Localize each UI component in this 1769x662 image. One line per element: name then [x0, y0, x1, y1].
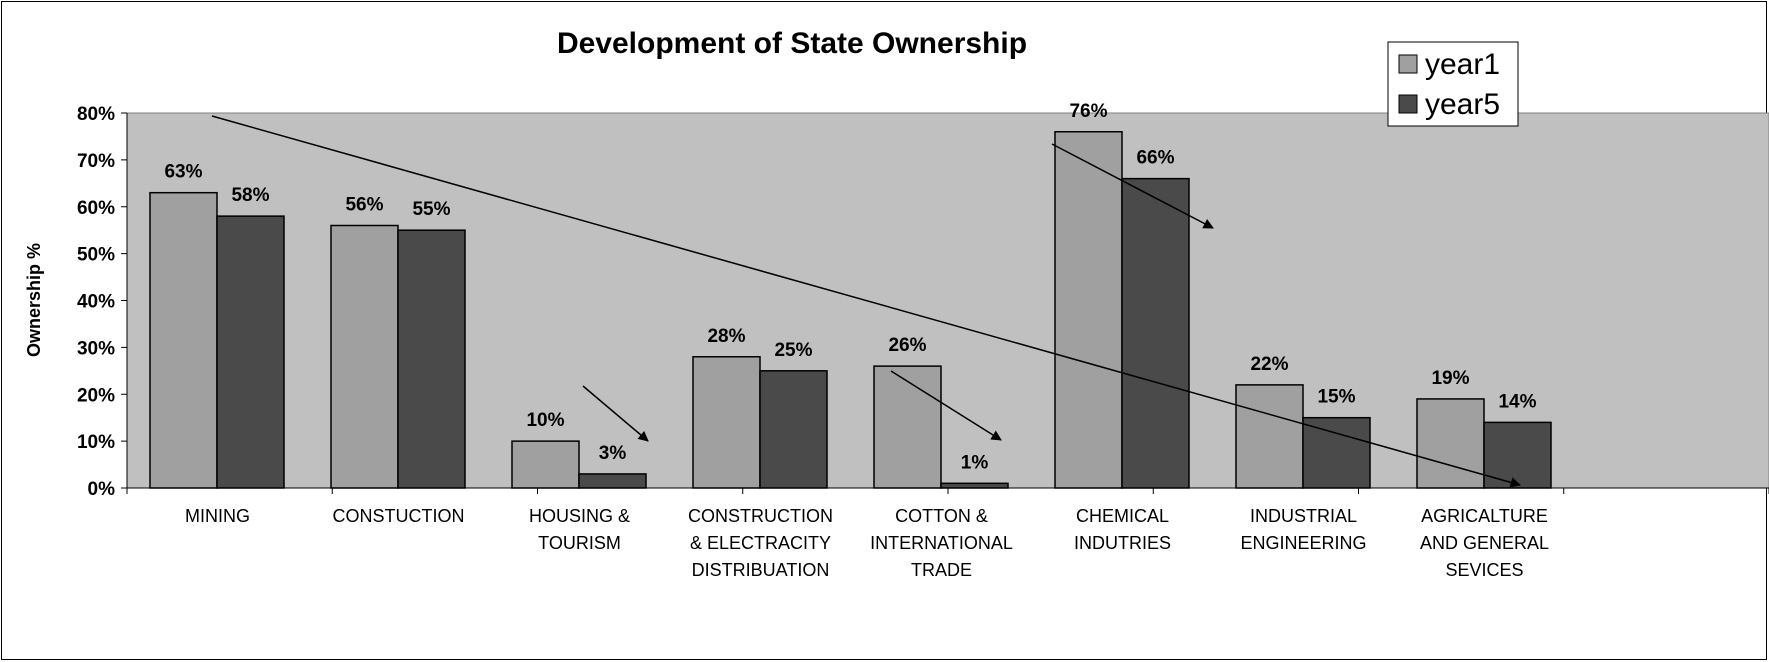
- category-label: INDUSTRIAL: [1250, 506, 1357, 526]
- data-labels: 63% 56% 10% 28% 26% 76% 22% 19% 58% 55% 3% 25% 1% 66%…: [164, 101, 1536, 474]
- bar-year5: [759, 370, 828, 489]
- category-label: SEVICES: [1445, 560, 1523, 580]
- legend-label-year1: year1: [1425, 48, 1500, 81]
- category-label: TOURISM: [538, 533, 621, 553]
- category-label: DISTRIBUATION: [692, 560, 830, 580]
- chart-title: Development of State Ownership: [557, 27, 1027, 60]
- bar-year1: [1235, 384, 1304, 489]
- bar-year1: [1416, 398, 1485, 489]
- bar-year1: [1054, 131, 1123, 489]
- y-tick-label: 0%: [88, 479, 116, 500]
- category-label: COTTON &: [895, 506, 988, 526]
- bars: [149, 131, 1552, 489]
- data-label-year5: 25%: [774, 340, 812, 361]
- y-tick-label: 10%: [77, 432, 115, 453]
- data-label-year5: 14%: [1498, 391, 1536, 412]
- category-label: ENGINEERING: [1240, 533, 1366, 553]
- category-label: TRADE: [911, 560, 972, 580]
- bar-year5: [397, 229, 466, 489]
- y-axis-label: Ownership %: [24, 243, 44, 357]
- data-label-year1: 19%: [1431, 368, 1469, 389]
- data-label-year1: 26%: [888, 335, 926, 356]
- data-label-year5: 66%: [1136, 148, 1174, 169]
- data-label-year1: 63%: [164, 162, 202, 183]
- y-tick-label: 70%: [77, 151, 115, 172]
- data-label-year1: 22%: [1250, 354, 1288, 375]
- data-label-year1: 10%: [526, 410, 564, 431]
- category-label: & ELECTRACITY: [690, 533, 831, 553]
- data-label-year5: 1%: [961, 452, 989, 473]
- category-label: INTERNATIONAL: [870, 533, 1013, 553]
- category-label: CONSTUCTION: [333, 506, 465, 526]
- bar-year1: [692, 356, 761, 489]
- housing-trend-arrow: [582, 385, 649, 442]
- data-label-year1: 56%: [345, 195, 383, 216]
- y-tick-label: 40%: [77, 292, 115, 313]
- data-label-year5: 15%: [1317, 387, 1355, 408]
- data-label-year5: 58%: [231, 185, 269, 206]
- bar-year5: [216, 215, 285, 489]
- category-label: HOUSING &: [529, 506, 630, 526]
- bar-year5: [1483, 421, 1552, 489]
- overall-trend-arrow: [211, 115, 1522, 488]
- category-labels: MINING CONSTUCTION HOUSING & TOURISM CONSTRU…: [185, 506, 1549, 580]
- legend-swatch-year1: [1398, 54, 1418, 74]
- bar-year5: [940, 482, 1009, 489]
- category-label: MINING: [185, 506, 250, 526]
- bar-year5: [1302, 416, 1371, 489]
- category-label: AGRICALTURE: [1421, 506, 1548, 526]
- trend-arrows: [211, 115, 1522, 488]
- bar-year1: [511, 440, 580, 489]
- y-tick-label: 50%: [77, 245, 115, 266]
- bar-year5: [578, 473, 647, 489]
- legend-swatch-year5: [1398, 94, 1418, 114]
- bar-year1: [149, 191, 218, 489]
- y-tick-label: 20%: [77, 385, 115, 406]
- bar-year5: [1121, 177, 1190, 489]
- y-tick-label: 80%: [77, 104, 115, 125]
- category-label: CONSTRUCTION: [688, 506, 833, 526]
- bar-year1: [873, 365, 942, 489]
- category-label: CHEMICAL: [1076, 506, 1169, 526]
- bar-year1: [330, 224, 399, 489]
- y-tick-label: 60%: [77, 198, 115, 219]
- legend: year1 year5: [1387, 41, 1519, 127]
- chemical-trend-arrow: [1051, 143, 1214, 229]
- data-label-year1: 28%: [707, 326, 745, 347]
- category-label: INDUTRIES: [1074, 533, 1171, 553]
- data-label-year5: 55%: [412, 199, 450, 220]
- data-label-year1: 76%: [1069, 101, 1107, 122]
- cotton-trend-arrow: [890, 370, 1002, 441]
- legend-label-year5: year5: [1425, 88, 1500, 121]
- data-label-year5: 3%: [599, 443, 627, 464]
- y-tick-label: 30%: [77, 338, 115, 359]
- category-label: AND GENERAL: [1420, 533, 1549, 553]
